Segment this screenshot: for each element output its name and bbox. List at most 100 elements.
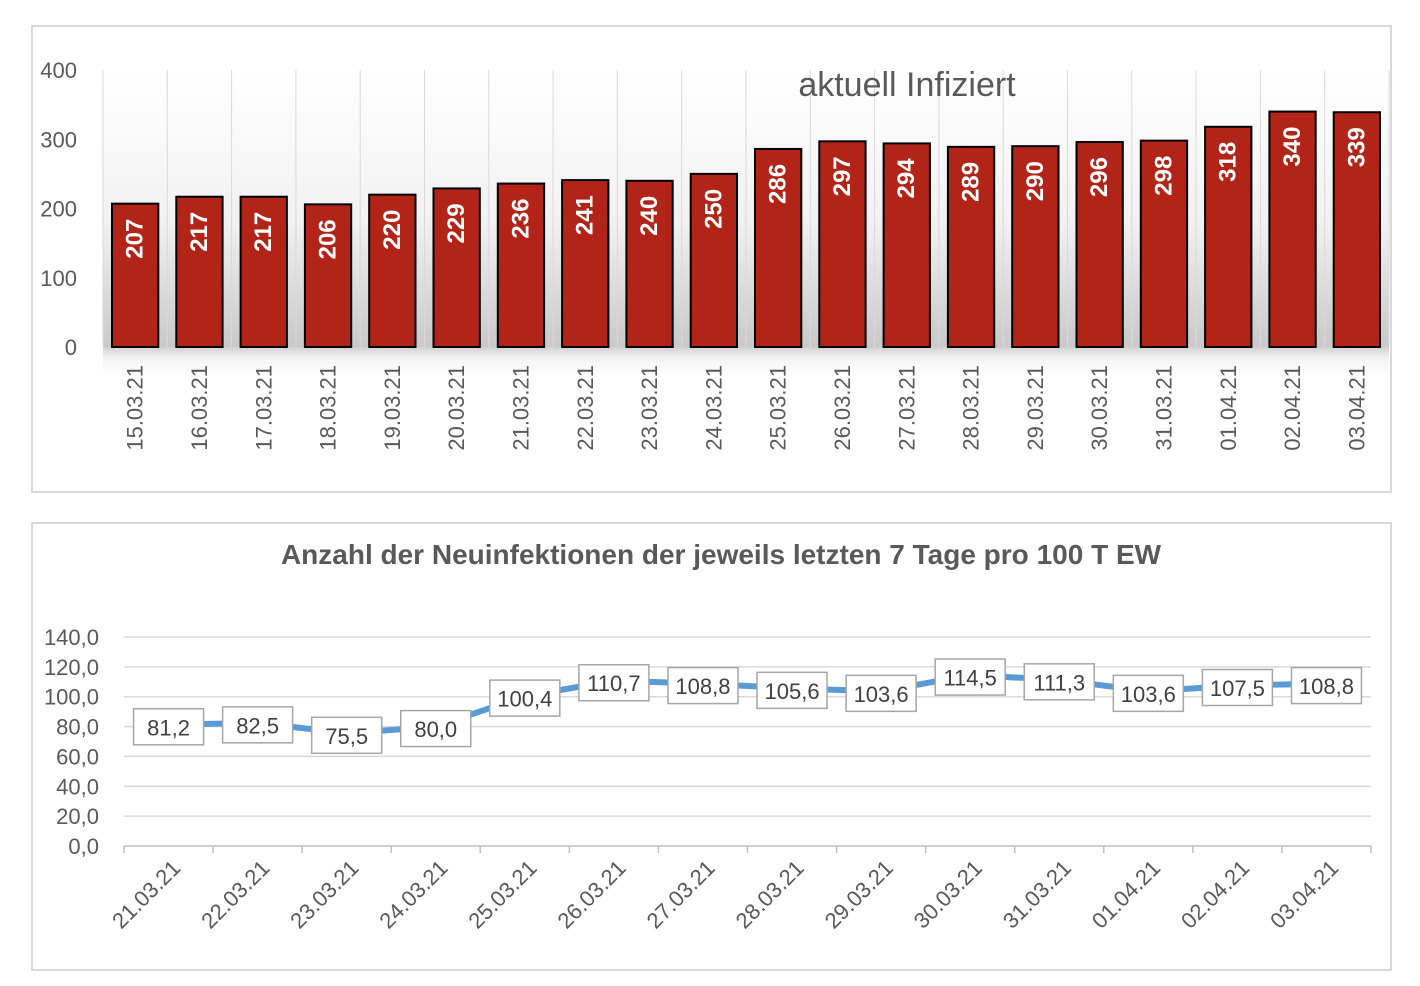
x-tick-label: 26.03.21 bbox=[830, 365, 855, 451]
x-tick-label: 27.03.21 bbox=[894, 365, 919, 451]
x-tick-label: 24.03.21 bbox=[374, 855, 452, 933]
bar-chart-panel: 0 100 200 300 400 aktuell Infiziert 207 15.03.2… bbox=[31, 25, 1392, 493]
y-tick-label: 400 bbox=[40, 58, 77, 83]
data-label-box bbox=[934, 658, 1006, 696]
x-tick-label: 24.03.21 bbox=[701, 365, 726, 451]
bar bbox=[303, 203, 353, 348]
data-label: 111,3 bbox=[1033, 670, 1085, 695]
x-tick-label: 23.03.21 bbox=[637, 365, 662, 451]
x-tick-label: 22.03.21 bbox=[573, 365, 598, 451]
x-tick-label: 29.03.21 bbox=[820, 855, 898, 933]
data-label: 110,7 bbox=[587, 671, 640, 696]
bar-value-label: 294 bbox=[893, 158, 920, 199]
bar-value-label: 340 bbox=[1279, 127, 1306, 167]
line-chart: Anzahl der Neuinfektionen der jeweils le… bbox=[44, 539, 1372, 933]
x-tick-label: 19.03.21 bbox=[380, 365, 405, 451]
data-label-box bbox=[578, 663, 650, 702]
data-label: 80,0 bbox=[414, 717, 457, 742]
data-label-box bbox=[1201, 668, 1274, 707]
bar-value-label: 250 bbox=[700, 189, 727, 229]
y-tick-label: 300 bbox=[40, 127, 77, 152]
data-label-box bbox=[489, 679, 561, 717]
bar-value-label: 217 bbox=[250, 212, 277, 252]
bar-value-label: 206 bbox=[315, 219, 342, 259]
x-tick-label: 25.03.21 bbox=[463, 855, 541, 933]
data-label: 114,5 bbox=[943, 666, 996, 691]
bar bbox=[239, 195, 288, 348]
bar bbox=[946, 145, 996, 349]
bar bbox=[625, 179, 674, 348]
data-label: 108,8 bbox=[1299, 674, 1354, 699]
x-tick-label: 21.03.21 bbox=[107, 855, 185, 933]
data-label-box bbox=[310, 716, 383, 755]
bar bbox=[1075, 141, 1124, 348]
bar-value-label: 339 bbox=[1343, 127, 1370, 167]
x-tick-label: 28.03.21 bbox=[731, 855, 809, 933]
x-tick-label: 31.03.21 bbox=[1151, 365, 1176, 451]
bar-value-label: 240 bbox=[636, 196, 663, 236]
data-label: 103,6 bbox=[854, 682, 909, 707]
y-tick-label: 200 bbox=[40, 197, 77, 222]
x-tick-label: 29.03.21 bbox=[1023, 365, 1048, 451]
x-tick-label: 01.04.21 bbox=[1216, 365, 1241, 451]
bar bbox=[561, 179, 610, 348]
data-label-box bbox=[1112, 674, 1185, 713]
data-label-box bbox=[132, 708, 205, 746]
bar bbox=[754, 147, 803, 348]
y-tick-label: 60,0 bbox=[56, 744, 99, 769]
x-tick-label: 15.03.21 bbox=[123, 365, 148, 451]
x-tick-label: 25.03.21 bbox=[766, 365, 791, 451]
bar-value-label: 289 bbox=[958, 162, 985, 202]
y-tick-label: 40,0 bbox=[56, 774, 99, 799]
bar-value-label: 207 bbox=[122, 219, 149, 259]
x-tick-label: 02.04.21 bbox=[1176, 855, 1254, 933]
y-tick-label: 0,0 bbox=[68, 834, 99, 859]
y-tick-label: 20,0 bbox=[56, 804, 99, 829]
x-tick-label: 01.04.21 bbox=[1087, 855, 1165, 933]
y-tick-label: 140,0 bbox=[44, 625, 99, 650]
bar bbox=[1139, 139, 1189, 349]
x-tick-label: 17.03.21 bbox=[251, 365, 276, 451]
data-label-box bbox=[1290, 666, 1363, 705]
y-tick-label: 100 bbox=[40, 266, 77, 291]
bar-value-label: 220 bbox=[379, 210, 406, 250]
chart-title: Anzahl der Neuinfektionen der jeweils le… bbox=[281, 539, 1162, 570]
data-label: 105,6 bbox=[765, 679, 820, 704]
data-label-box bbox=[667, 666, 739, 705]
bar-value-label: 297 bbox=[829, 156, 856, 196]
data-label-box bbox=[400, 709, 472, 748]
x-tick-label: 16.03.21 bbox=[187, 365, 212, 451]
x-tick-label: 02.04.21 bbox=[1280, 365, 1305, 451]
y-tick-label: 0 bbox=[65, 335, 77, 360]
y-tick-label: 100,0 bbox=[44, 685, 99, 710]
bar bbox=[175, 195, 224, 348]
bar bbox=[1204, 125, 1253, 348]
x-tick-label: 31.03.21 bbox=[998, 855, 1076, 933]
data-label: 81,2 bbox=[147, 715, 190, 740]
y-tick-label: 80,0 bbox=[56, 715, 99, 740]
bar-value-label: 318 bbox=[1215, 142, 1242, 182]
bar bbox=[432, 187, 481, 348]
x-tick-label: 28.03.21 bbox=[959, 365, 984, 451]
x-tick-label: 18.03.21 bbox=[316, 365, 341, 451]
bar bbox=[818, 140, 867, 348]
bar bbox=[496, 182, 546, 348]
bar-value-label: 217 bbox=[186, 212, 213, 252]
bar bbox=[689, 172, 738, 348]
bar-value-label: 286 bbox=[765, 164, 792, 204]
x-tick-label: 26.03.21 bbox=[552, 855, 630, 933]
bar bbox=[111, 202, 160, 348]
bar-value-label: 298 bbox=[1150, 156, 1177, 196]
data-label-box bbox=[756, 671, 828, 710]
data-label: 100,4 bbox=[497, 687, 552, 712]
chart-title: aktuell Infiziert bbox=[798, 66, 1016, 104]
x-tick-label: 03.04.21 bbox=[1344, 365, 1369, 451]
x-tick-label: 27.03.21 bbox=[642, 855, 720, 933]
bar-chart: 0 100 200 300 400 aktuell Infiziert 207 15.03.2… bbox=[40, 58, 1390, 451]
data-label-box bbox=[845, 674, 917, 713]
bar-value-label: 229 bbox=[443, 203, 470, 243]
bar-value-label: 296 bbox=[1086, 157, 1113, 197]
x-tick-label: 22.03.21 bbox=[196, 855, 274, 933]
plot-floor bbox=[103, 347, 1389, 377]
bar-value-label: 236 bbox=[507, 199, 534, 239]
